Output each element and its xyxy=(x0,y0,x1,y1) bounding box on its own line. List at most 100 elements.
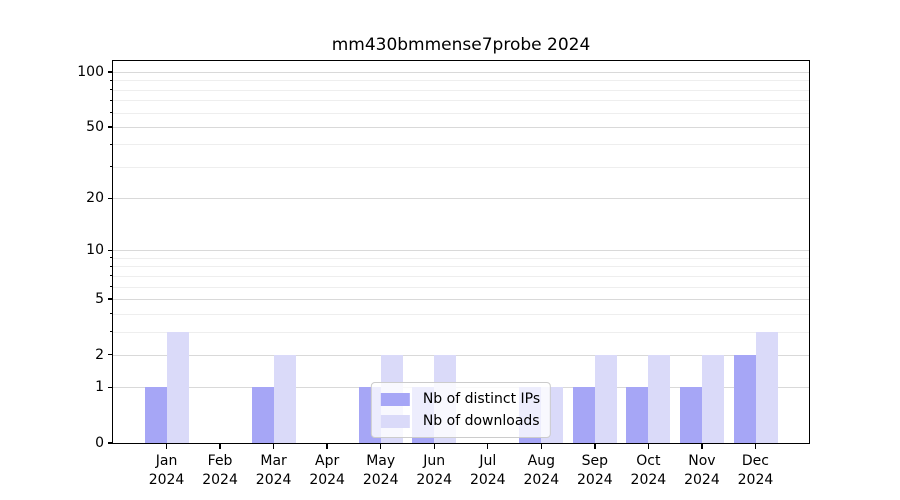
y-minor-tick-mark xyxy=(110,313,113,315)
x-tick-mark xyxy=(433,444,435,449)
major-gridline xyxy=(113,71,809,73)
y-tick-mark xyxy=(108,126,113,128)
y-minor-tick-mark xyxy=(110,265,113,267)
legend-label: Nb of distinct IPs xyxy=(422,391,541,407)
x-tick-label-dec: Dec 2024 xyxy=(715,452,795,490)
x-tick-year: 2024 xyxy=(577,472,613,488)
x-tick-year: 2024 xyxy=(630,472,667,488)
x-tick-month: Dec xyxy=(741,453,769,469)
minor-gridline xyxy=(113,166,809,168)
y-tick-label: 2 xyxy=(95,346,104,363)
y-tick-label: 50 xyxy=(86,118,104,135)
legend: Nb of distinct IPs Nb of downloads xyxy=(370,382,552,438)
bar-jan-distinct-ips xyxy=(144,387,167,443)
x-tick-month: Jul xyxy=(479,453,497,469)
minor-gridline xyxy=(113,80,809,82)
y-tick-mark xyxy=(108,249,113,251)
x-tick-year: 2024 xyxy=(202,472,238,488)
minor-gridline xyxy=(113,144,809,146)
x-tick-month: Aug xyxy=(527,453,555,469)
x-tick-label-oct: Oct 2024 xyxy=(608,452,688,490)
minor-gridline xyxy=(113,331,809,333)
x-tick-month: Jun xyxy=(423,453,446,469)
bar-dec-distinct-ips xyxy=(733,354,756,443)
minor-gridline xyxy=(113,112,809,114)
bar-nov-distinct-ips xyxy=(680,387,702,443)
x-tick-label-nov: Nov 2024 xyxy=(662,452,742,490)
x-tick-mark xyxy=(326,444,328,449)
bar-oct-downloads xyxy=(648,354,671,443)
x-tick-mark xyxy=(701,444,703,449)
y-minor-tick-mark xyxy=(110,166,113,168)
x-tick-month: Apr xyxy=(315,453,340,469)
x-tick-mark xyxy=(540,444,542,449)
x-tick-label-jun: Jun 2024 xyxy=(394,452,474,490)
x-tick-month: May xyxy=(366,453,396,469)
legend-swatch xyxy=(380,414,410,428)
minor-gridline xyxy=(113,286,809,288)
x-tick-year: 2024 xyxy=(362,472,399,488)
x-tick-month: Mar xyxy=(260,453,287,469)
plot-area: Nb of distinct IPs Nb of downloads xyxy=(112,60,810,444)
x-tick-year: 2024 xyxy=(416,472,453,488)
x-tick-label-feb: Feb 2024 xyxy=(180,452,260,490)
legend-item-distinct-ips: Nb of distinct IPs xyxy=(380,391,541,407)
legend-item-downloads: Nb of downloads xyxy=(380,413,540,429)
minor-gridline xyxy=(113,257,809,259)
x-tick-year: 2024 xyxy=(148,472,185,488)
minor-gridline xyxy=(113,89,809,91)
x-tick-mark xyxy=(379,444,382,449)
y-tick-mark xyxy=(108,197,113,199)
legend-swatch xyxy=(380,392,410,406)
y-minor-tick-mark xyxy=(110,111,113,113)
x-tick-mark xyxy=(754,444,757,449)
bar-jan-downloads xyxy=(166,331,189,443)
minor-gridline xyxy=(113,266,809,268)
x-tick-mark xyxy=(594,444,596,449)
x-tick-label-jul: Jul 2024 xyxy=(448,452,528,490)
y-minor-tick-mark xyxy=(110,257,113,259)
x-tick-year: 2024 xyxy=(469,472,506,488)
major-gridline xyxy=(113,198,809,200)
bar-sep-distinct-ips xyxy=(572,387,595,443)
bar-oct-distinct-ips xyxy=(626,387,649,443)
major-gridline xyxy=(113,126,809,128)
y-minor-tick-mark xyxy=(110,99,113,101)
bar-dec-downloads xyxy=(755,331,778,443)
y-tick-mark xyxy=(108,442,113,444)
legend-label: Nb of downloads xyxy=(422,413,540,429)
y-tick-label: 0 xyxy=(95,435,104,451)
y-tick-mark xyxy=(108,354,113,356)
x-tick-mark xyxy=(272,444,275,449)
x-tick-mark xyxy=(165,444,168,449)
x-tick-label-jan: Jan 2024 xyxy=(127,452,207,490)
y-tick-label: 10 xyxy=(86,242,104,259)
major-gridline xyxy=(113,354,809,356)
x-tick-label-aug: Aug 2024 xyxy=(501,452,581,490)
x-tick-year: 2024 xyxy=(523,472,560,488)
major-gridline xyxy=(113,250,809,252)
x-tick-year: 2024 xyxy=(737,472,774,488)
y-minor-tick-mark xyxy=(110,79,113,81)
y-tick-mark xyxy=(108,71,113,73)
y-tick-label: 5 xyxy=(95,290,104,307)
x-tick-year: 2024 xyxy=(309,472,345,488)
major-gridline xyxy=(113,298,809,300)
y-tick-mark xyxy=(108,386,113,389)
bar-sep-downloads xyxy=(594,354,617,443)
chart-title: mm430bmmense7probe 2024 xyxy=(331,35,591,55)
bar-mar-downloads xyxy=(273,354,296,443)
y-tick-label: 100 xyxy=(77,63,104,80)
y-tick-label: 20 xyxy=(86,190,104,207)
x-tick-year: 2024 xyxy=(255,472,292,488)
bar-nov-downloads xyxy=(701,354,724,443)
x-tick-month: Nov xyxy=(688,453,716,469)
x-tick-mark xyxy=(219,444,221,449)
x-tick-month: Sep xyxy=(581,453,609,469)
x-tick-month: Feb xyxy=(207,453,233,469)
minor-gridline xyxy=(113,313,809,315)
x-tick-mark xyxy=(647,444,650,449)
y-minor-tick-mark xyxy=(110,89,113,91)
minor-gridline xyxy=(113,275,809,277)
